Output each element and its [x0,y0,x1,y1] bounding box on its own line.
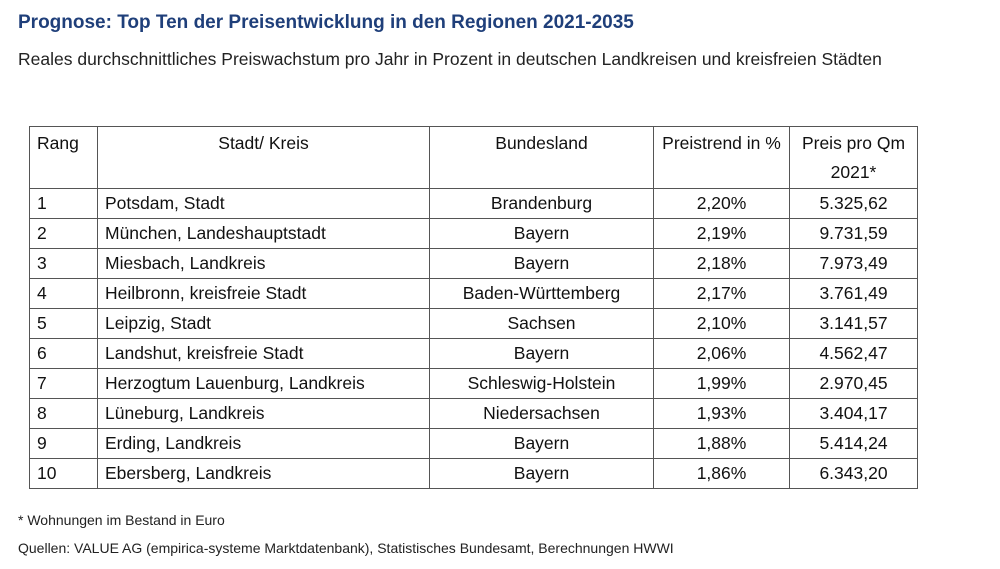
cell-preis: 9.731,59 [789,218,918,249]
cell-bundesland: Bayern [429,428,654,459]
table-row: 10 Ebersberg, Landkreis Bayern 1,86% 6.3… [29,458,918,489]
cell-preis: 5.414,24 [789,428,918,459]
cell-preistrend: 2,18% [653,248,790,279]
cell-rang: 7 [29,368,98,399]
cell-bundesland: Bayern [429,248,654,279]
page-title: Prognose: Top Ten der Preisentwicklung i… [18,12,634,33]
table-row: 6 Landshut, kreisfreie Stadt Bayern 2,06… [29,338,918,369]
cell-rang: 6 [29,338,98,369]
cell-stadt: Erding, Landkreis [97,428,430,459]
cell-stadt: Miesbach, Landkreis [97,248,430,279]
cell-preistrend: 2,06% [653,338,790,369]
cell-stadt: Potsdam, Stadt [97,188,430,219]
cell-bundesland: Brandenburg [429,188,654,219]
cell-preistrend: 1,88% [653,428,790,459]
table-row: 7 Herzogtum Lauenburg, Landkreis Schlesw… [29,368,918,399]
cell-stadt: Heilbronn, kreisfreie Stadt [97,278,430,309]
table-row: 3 Miesbach, Landkreis Bayern 2,18% 7.973… [29,248,918,279]
header-bundesland: Bundesland [429,126,654,189]
cell-bundesland: Bayern [429,218,654,249]
cell-stadt: Ebersberg, Landkreis [97,458,430,489]
cell-preis: 3.141,57 [789,308,918,339]
table-row: 5 Leipzig, Stadt Sachsen 2,10% 3.141,57 [29,308,918,339]
table-row: 1 Potsdam, Stadt Brandenburg 2,20% 5.325… [29,188,918,219]
cell-stadt: Landshut, kreisfreie Stadt [97,338,430,369]
table-row: 2 München, Landeshauptstadt Bayern 2,19%… [29,218,918,249]
cell-preis: 3.761,49 [789,278,918,309]
cell-preistrend: 1,93% [653,398,790,429]
table-row: 8 Lüneburg, Landkreis Niedersachsen 1,93… [29,398,918,429]
table-row: 4 Heilbronn, kreisfreie Stadt Baden-Würt… [29,278,918,309]
cell-preistrend: 1,99% [653,368,790,399]
cell-rang: 8 [29,398,98,429]
cell-preistrend: 1,86% [653,458,790,489]
cell-rang: 1 [29,188,98,219]
cell-preis: 5.325,62 [789,188,918,219]
header-preistrend: Preistrend in % [653,126,790,189]
cell-stadt: München, Landeshauptstadt [97,218,430,249]
cell-rang: 10 [29,458,98,489]
cell-preis: 4.562,47 [789,338,918,369]
sources-note: Quellen: VALUE AG (empirica-systeme Mark… [18,540,674,556]
cell-rang: 3 [29,248,98,279]
cell-bundesland: Baden-Württemberg [429,278,654,309]
table-row: 9 Erding, Landkreis Bayern 1,88% 5.414,2… [29,428,918,459]
cell-bundesland: Sachsen [429,308,654,339]
header-preis: Preis pro Qm 2021* [789,126,918,189]
cell-rang: 5 [29,308,98,339]
cell-preis: 7.973,49 [789,248,918,279]
cell-preistrend: 2,19% [653,218,790,249]
cell-preis: 3.404,17 [789,398,918,429]
header-stadt: Stadt/ Kreis [97,126,430,189]
footnote: * Wohnungen im Bestand in Euro [18,512,225,528]
cell-preistrend: 2,10% [653,308,790,339]
header-rang: Rang [29,126,98,189]
cell-preis: 6.343,20 [789,458,918,489]
cell-rang: 9 [29,428,98,459]
cell-rang: 2 [29,218,98,249]
cell-bundesland: Bayern [429,338,654,369]
price-forecast-table: Rang Stadt/ Kreis Bundesland Preistrend … [29,126,918,489]
cell-rang: 4 [29,278,98,309]
cell-preistrend: 2,17% [653,278,790,309]
cell-preis: 2.970,45 [789,368,918,399]
cell-stadt: Herzogtum Lauenburg, Landkreis [97,368,430,399]
cell-bundesland: Niedersachsen [429,398,654,429]
cell-bundesland: Schleswig-Holstein [429,368,654,399]
cell-stadt: Leipzig, Stadt [97,308,430,339]
cell-stadt: Lüneburg, Landkreis [97,398,430,429]
page-subtitle: Reales durchschnittliches Preiswachstum … [18,49,882,69]
table-header-row: Rang Stadt/ Kreis Bundesland Preistrend … [29,126,918,189]
cell-preistrend: 2,20% [653,188,790,219]
cell-bundesland: Bayern [429,458,654,489]
